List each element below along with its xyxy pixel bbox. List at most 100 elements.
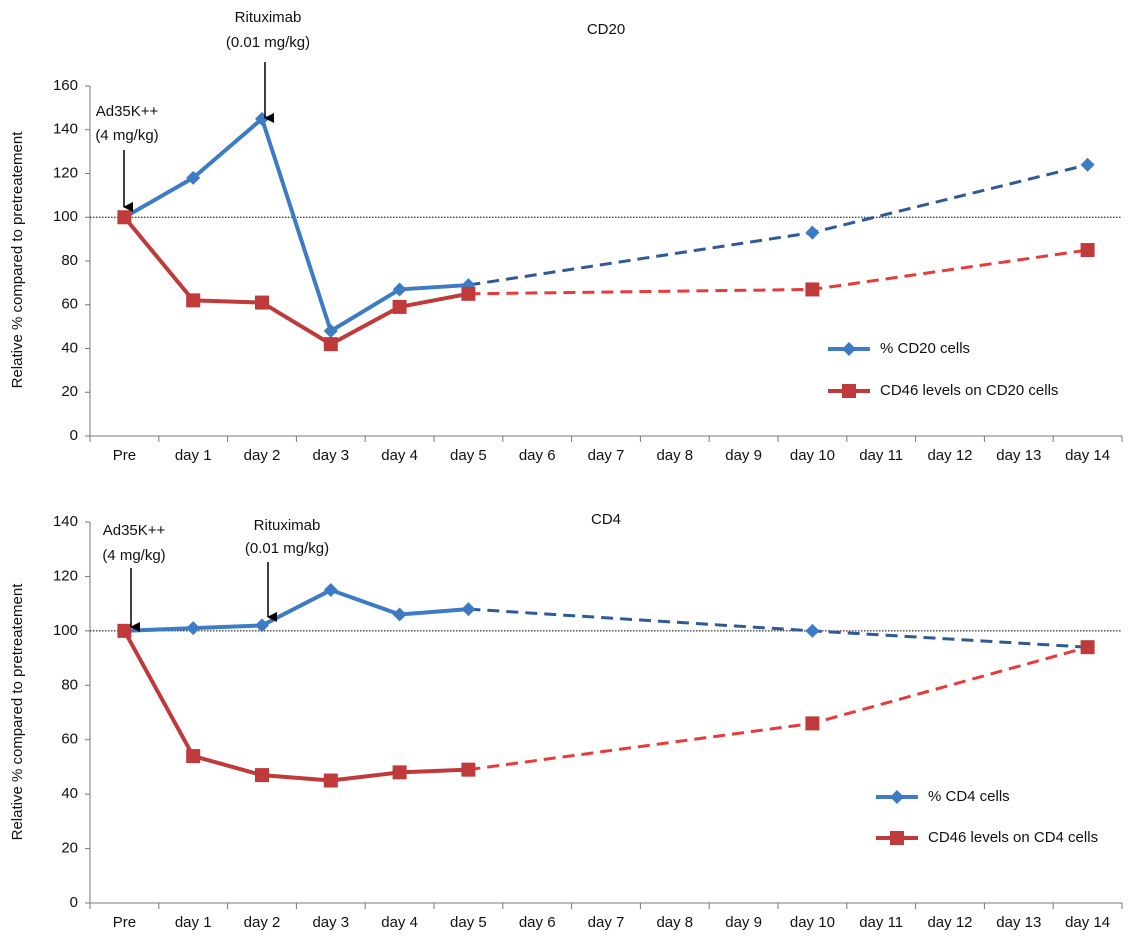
data-point	[186, 170, 201, 185]
data-point	[1080, 243, 1095, 258]
data-point	[186, 749, 201, 764]
x-tick-label: day 3	[312, 914, 349, 931]
data-point	[805, 623, 820, 638]
data-point	[392, 299, 407, 314]
data-point	[255, 618, 269, 633]
x-tick-label: day 5	[450, 447, 487, 464]
data-point	[117, 623, 132, 638]
x-tick-label: day 2	[244, 914, 281, 931]
y-tick-label: 60	[61, 731, 78, 748]
x-tick-label: day 14	[1065, 914, 1110, 931]
x-tick-label: day 6	[519, 447, 556, 464]
annotation: (4 mg/kg)	[95, 127, 158, 144]
annotation: (4 mg/kg)	[102, 547, 165, 564]
data-point	[323, 324, 338, 338]
y-tick-label: 60	[61, 296, 78, 313]
annotation: (0.01 mg/kg)	[226, 34, 310, 51]
series-dashed-line	[468, 607, 1088, 649]
data-point	[323, 583, 338, 598]
y-tick-label: 140	[53, 121, 78, 138]
legend-marker	[842, 342, 856, 356]
y-tick-label: 20	[61, 840, 78, 857]
data-point	[323, 337, 338, 352]
x-tick-label: day 9	[725, 447, 762, 464]
x-tick-label: day 7	[588, 914, 625, 931]
data-point	[186, 621, 201, 636]
x-tick-label: day 10	[790, 447, 835, 464]
legend-label: CD46 levels on CD4 cells	[928, 829, 1098, 846]
series-dashed-line	[468, 248, 1088, 296]
y-tick-label: 120	[53, 567, 78, 584]
y-tick-label: 80	[61, 676, 78, 693]
y-tick-label: 160	[53, 77, 78, 94]
x-tick-label: day 12	[927, 447, 972, 464]
series-line	[124, 588, 469, 633]
series-line	[123, 116, 469, 333]
data-point	[461, 762, 476, 777]
data-point	[255, 768, 269, 783]
data-point	[461, 602, 476, 617]
x-tick-label: day 7	[588, 447, 625, 464]
x-tick-label: day 14	[1065, 447, 1110, 464]
y-tick-label: 20	[61, 383, 78, 400]
x-tick-label: day 5	[450, 914, 487, 931]
data-point	[392, 607, 407, 622]
legend-label: % CD20 cells	[880, 340, 970, 357]
y-tick-label: 140	[53, 513, 78, 530]
series-line	[122, 629, 469, 783]
x-tick-label: day 4	[381, 914, 418, 931]
y-tick-label: 120	[53, 164, 78, 181]
x-tick-label: day 11	[859, 914, 903, 931]
x-tick-label: day 1	[175, 914, 212, 931]
series-line	[122, 215, 469, 347]
y-tick-label: 0	[70, 427, 78, 444]
data-point	[461, 286, 476, 301]
x-tick-label: day 3	[312, 447, 349, 464]
y-tick-label: 100	[53, 622, 78, 639]
legend-label: CD46 levels on CD20 cells	[880, 382, 1058, 399]
chart-title: CD4	[591, 511, 621, 528]
data-point	[117, 210, 132, 225]
x-tick-label: day 12	[927, 914, 972, 931]
legend-marker	[890, 790, 904, 804]
data-point	[186, 293, 201, 308]
legend-marker	[890, 831, 904, 845]
y-axis-label: Relative % compared to pretreatement	[9, 131, 26, 389]
x-tick-label: day 8	[656, 447, 693, 464]
y-tick-label: 40	[61, 339, 78, 356]
legend-label: % CD4 cells	[928, 788, 1010, 805]
x-tick-label: day 2	[244, 447, 281, 464]
annotation: Rituximab	[254, 517, 321, 534]
y-axis-label: Relative % compared to pretreatement	[9, 583, 26, 841]
x-tick-label: day 10	[790, 914, 835, 931]
x-tick-label: day 13	[996, 447, 1041, 464]
annotation: (0.01 mg/kg)	[245, 540, 329, 557]
chart-title: CD20	[587, 21, 625, 38]
x-tick-label: day 9	[725, 914, 762, 931]
x-tick-label: Pre	[113, 914, 136, 931]
x-tick-label: day 6	[519, 914, 556, 931]
x-tick-label: day 1	[175, 447, 212, 464]
data-point	[805, 282, 820, 297]
data-point	[805, 716, 820, 731]
x-tick-label: Pre	[113, 447, 136, 464]
y-tick-label: 80	[61, 252, 78, 269]
annotation: Ad35K++	[96, 103, 159, 120]
x-tick-label: day 11	[859, 447, 903, 464]
data-point	[805, 225, 820, 240]
x-tick-label: day 13	[996, 914, 1041, 931]
x-tick-label: day 4	[381, 447, 418, 464]
data-point	[392, 765, 407, 780]
annotation: Ad35K++	[103, 522, 166, 539]
data-point	[255, 295, 269, 310]
series-dashed-line	[468, 645, 1089, 772]
annotation: Rituximab	[235, 9, 302, 26]
data-point	[392, 282, 407, 297]
data-point	[323, 773, 338, 788]
x-tick-label: day 8	[656, 914, 693, 931]
series-dashed-line	[468, 163, 1088, 287]
y-tick-label: 40	[61, 785, 78, 802]
legend-marker	[842, 384, 856, 398]
